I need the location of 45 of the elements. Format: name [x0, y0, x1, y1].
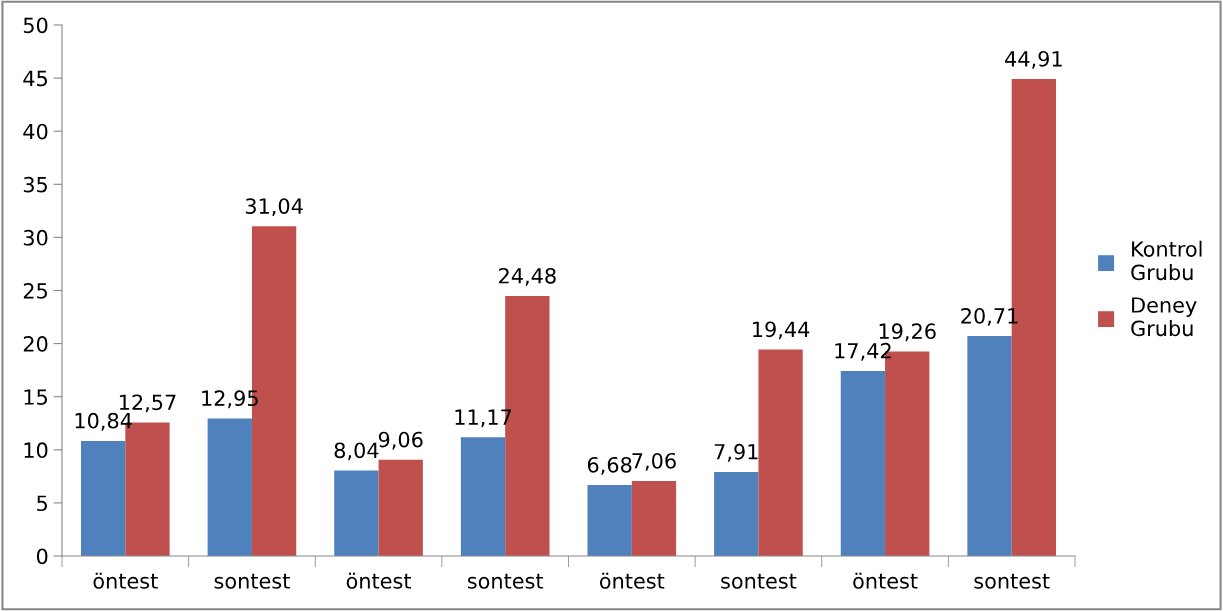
x-tick-label: sontest: [214, 573, 290, 589]
bar: [378, 459, 423, 556]
bar: [840, 371, 886, 556]
bar: [967, 336, 1012, 556]
y-tick-label: 15: [24, 389, 47, 405]
data-label: 12,57: [119, 394, 176, 413]
x-tick-label: öntest: [93, 572, 158, 589]
y-tick-label: 25: [23, 282, 47, 299]
data-label: 17,42: [835, 342, 891, 361]
data-label: 7,91: [714, 443, 758, 462]
bar: [758, 349, 803, 556]
y-tick-label: 20: [23, 336, 48, 352]
y-tick-label: 5: [37, 495, 47, 512]
data-label: 10,84: [75, 412, 132, 431]
data-label: 9,06: [378, 431, 423, 450]
y-tick-label: 40: [23, 123, 48, 140]
bar: [207, 418, 252, 556]
legend-label: Kontrol Grubu: [1131, 240, 1202, 281]
data-label: 19,44: [753, 321, 810, 340]
y-tick-label: 35: [23, 176, 47, 193]
bar: [334, 470, 379, 556]
x-tick-label: öntest: [346, 572, 412, 589]
bar: [587, 485, 632, 556]
data-label: 8,04: [334, 442, 379, 461]
data-label: 19,26: [879, 323, 936, 342]
data-label: 24,48: [499, 267, 556, 286]
y-tick-label: 45: [23, 70, 47, 87]
data-label: 6,68: [587, 456, 632, 475]
data-label: 31,04: [245, 198, 303, 217]
x-tick-label: sontest: [467, 573, 544, 589]
y-tick-label: 10: [24, 442, 48, 459]
legend-label: Deney Grubu: [1131, 297, 1197, 337]
bar: [460, 437, 506, 556]
y-tick-label: 30: [23, 229, 48, 246]
x-tick-label: sontest: [974, 573, 1050, 589]
bar: [631, 481, 677, 556]
x-tick-label: öntest: [853, 572, 918, 589]
data-label: 44,91: [1005, 50, 1062, 69]
x-tick-label: sontest: [721, 573, 797, 589]
y-tick-label: 50: [23, 17, 48, 34]
y-tick-label: 0: [36, 548, 48, 565]
bar: [714, 472, 759, 556]
bar: [80, 440, 126, 556]
x-tick-label: öntest: [599, 572, 665, 589]
data-label: 7,06: [632, 452, 676, 471]
